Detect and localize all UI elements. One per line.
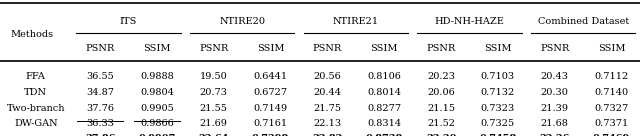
Text: 20.30: 20.30 (541, 88, 569, 97)
Text: 0.8014: 0.8014 (367, 88, 401, 97)
Text: 20.43: 20.43 (541, 72, 569, 81)
Text: DW-GAN: DW-GAN (14, 119, 58, 128)
Text: 37.76: 37.76 (86, 104, 114, 113)
Text: 22.82: 22.82 (312, 134, 342, 136)
Text: 22.20: 22.20 (426, 134, 456, 136)
Text: 0.6727: 0.6727 (253, 88, 287, 97)
Text: 20.06: 20.06 (428, 88, 455, 97)
Text: SSIM: SSIM (257, 44, 284, 53)
Text: 21.15: 21.15 (427, 104, 455, 113)
Text: 20.23: 20.23 (427, 72, 455, 81)
Text: 0.6441: 0.6441 (253, 72, 287, 81)
Text: 21.69: 21.69 (200, 119, 228, 128)
Text: 0.9866: 0.9866 (140, 119, 174, 128)
Text: Methods: Methods (11, 30, 54, 39)
Text: 0.9905: 0.9905 (140, 104, 174, 113)
Text: 21.68: 21.68 (541, 119, 569, 128)
Text: SSIM: SSIM (598, 44, 625, 53)
Text: NTIRE20: NTIRE20 (219, 17, 265, 26)
Text: 0.7327: 0.7327 (595, 104, 628, 113)
Text: 0.7371: 0.7371 (595, 119, 628, 128)
Text: 0.7323: 0.7323 (481, 104, 515, 113)
Text: 0.9888: 0.9888 (140, 72, 174, 81)
Text: 0.7161: 0.7161 (253, 119, 287, 128)
Text: 37.86: 37.86 (85, 134, 115, 136)
Text: 0.9804: 0.9804 (140, 88, 174, 97)
Text: 0.8277: 0.8277 (367, 104, 401, 113)
Text: 0.7112: 0.7112 (595, 72, 628, 81)
Text: HD-NH-HAZE: HD-NH-HAZE (435, 17, 504, 26)
Text: 21.75: 21.75 (314, 104, 341, 113)
Text: 0.8738: 0.8738 (365, 134, 403, 136)
Text: Two-branch: Two-branch (6, 104, 65, 113)
Text: PSNR: PSNR (199, 44, 228, 53)
Text: 21.52: 21.52 (427, 119, 455, 128)
Text: ours: ours (24, 134, 48, 136)
Text: 20.44: 20.44 (314, 88, 341, 97)
Text: 0.7149: 0.7149 (253, 104, 287, 113)
Text: TDN: TDN (24, 88, 47, 97)
Text: 20.56: 20.56 (314, 72, 341, 81)
Text: PSNR: PSNR (540, 44, 570, 53)
Text: 21.39: 21.39 (541, 104, 569, 113)
Text: SSIM: SSIM (371, 44, 398, 53)
Text: 0.7298: 0.7298 (252, 134, 289, 136)
Text: 0.7458: 0.7458 (479, 134, 516, 136)
Text: 19.50: 19.50 (200, 72, 228, 81)
Text: 22.13: 22.13 (314, 119, 342, 128)
Text: 34.87: 34.87 (86, 88, 114, 97)
Text: 22.26: 22.26 (540, 134, 570, 136)
Text: 0.7469: 0.7469 (593, 134, 630, 136)
Text: SSIM: SSIM (484, 44, 511, 53)
Text: 20.73: 20.73 (200, 88, 228, 97)
Text: PSNR: PSNR (313, 44, 342, 53)
Text: 21.55: 21.55 (200, 104, 228, 113)
Text: 0.7325: 0.7325 (481, 119, 515, 128)
Text: 36.55: 36.55 (86, 72, 114, 81)
Text: 0.7140: 0.7140 (595, 88, 628, 97)
Text: 0.7132: 0.7132 (481, 88, 515, 97)
Text: ITS: ITS (120, 17, 137, 26)
Text: PSNR: PSNR (426, 44, 456, 53)
Text: 22.64: 22.64 (198, 134, 229, 136)
Text: 0.7103: 0.7103 (481, 72, 515, 81)
Text: 0.8314: 0.8314 (367, 119, 401, 128)
Text: FFA: FFA (26, 72, 46, 81)
Text: 0.8106: 0.8106 (367, 72, 401, 81)
Text: 36.33: 36.33 (86, 119, 114, 128)
Text: Combined Dataset: Combined Dataset (538, 17, 628, 26)
Text: SSIM: SSIM (143, 44, 171, 53)
Text: NTIRE21: NTIRE21 (333, 17, 379, 26)
Text: PSNR: PSNR (86, 44, 115, 53)
Text: 0.9907: 0.9907 (138, 134, 175, 136)
